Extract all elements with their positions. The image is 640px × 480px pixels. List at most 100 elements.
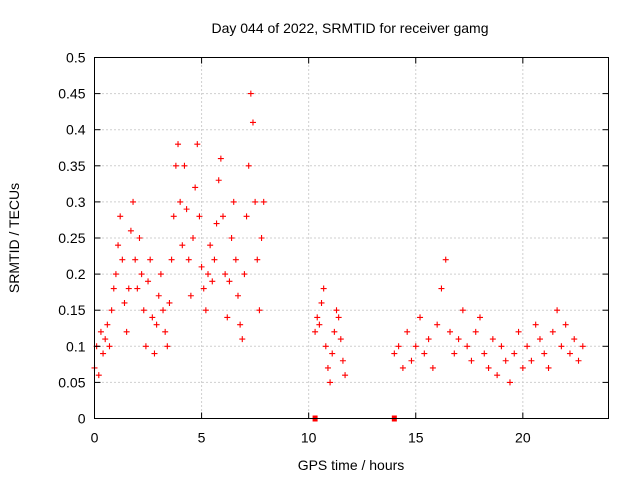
data-point [202,307,209,314]
data-point [166,299,173,306]
data-point [185,256,192,263]
data-point [106,343,113,350]
data-point [130,198,137,205]
data-point [506,379,513,386]
data-point [192,184,199,191]
data-point [524,343,531,350]
data-point [511,350,518,357]
data-point [187,292,194,299]
data-point [108,307,115,314]
data-point [136,235,143,241]
data-point [112,271,119,278]
data-point [434,321,441,328]
x-axis-label: GPS time / hours [298,457,405,473]
data-point [316,321,323,328]
data-point [196,213,203,220]
data-point [571,336,578,343]
x-tick-label: 5 [198,430,206,446]
data-point [395,343,402,350]
data-point [115,242,122,249]
data-point [339,357,346,364]
data-point [566,350,573,357]
data-point [160,307,167,314]
y-tick-label: 0.45 [58,86,85,102]
data-point [485,364,492,371]
y-tick-label: 0.05 [58,374,85,390]
data-point [442,256,449,263]
data-point [172,162,179,169]
data-point [320,285,327,292]
data-point [451,350,458,357]
data-point [119,256,126,263]
data-point [502,357,509,364]
y-tick-label: 0 [78,411,86,427]
x-tick-label: 20 [515,430,531,446]
data-point [241,271,248,278]
data-point [425,336,432,343]
data-point [102,336,109,343]
data-point [177,198,184,205]
data-point [459,307,466,314]
data-point [575,357,582,364]
data-point [549,328,556,335]
data-point [249,119,256,126]
data-point [312,328,319,335]
data-point [342,372,349,379]
y-tick-label: 0.1 [66,338,86,354]
data-point [142,343,149,350]
data-point [498,343,505,350]
data-point [168,256,175,263]
data-point [155,292,162,299]
data-point [322,343,329,350]
data-point [247,90,254,97]
data-point [222,271,229,278]
data-point [327,379,334,386]
data-point [205,271,212,278]
data-point [123,328,130,335]
data-point [121,299,128,306]
data-point [455,336,462,343]
data-point [554,307,561,314]
x-tick-label: 0 [91,430,99,446]
data-point [228,235,235,241]
grid [94,57,609,419]
data-point [132,256,139,263]
data-point [562,321,569,328]
data-point [391,350,398,357]
data-point [230,198,237,205]
data-point [232,256,239,263]
data-point [190,235,197,241]
data-point [318,299,325,306]
data-point [333,307,340,314]
data-point [421,350,428,357]
data-point [181,162,188,169]
data-point [412,343,419,350]
data-point [519,364,526,371]
data-point [481,350,488,357]
data-point [314,314,321,321]
y-tick-label: 0.35 [58,158,85,174]
chart-title: Day 044 of 2022, SRMTID for receiver gam… [211,20,488,36]
data-point [213,220,220,227]
data-point [175,141,182,148]
data-point [472,328,479,335]
y-tick-label: 0.25 [58,230,85,246]
data-point [226,278,233,285]
data-point [324,364,331,371]
data-point [157,271,164,278]
data-point [245,162,252,169]
data-point [149,314,156,321]
data-point [447,328,454,335]
data-point [404,328,411,335]
data-point [252,198,259,205]
data-point [153,321,160,328]
data-point [464,343,471,350]
data-point [162,328,169,335]
axis-ticks: 0 0.05 0.1 0.15 0.2 0.25 0.3 0.35 0.4 0.45 0.5 0 5 10… [58,50,609,446]
data-point [104,321,111,328]
data-point [532,321,539,328]
x-tick-label: 15 [408,430,424,446]
y-tick-label: 0.4 [66,122,86,138]
data-point [489,336,496,343]
data-point [239,336,246,343]
